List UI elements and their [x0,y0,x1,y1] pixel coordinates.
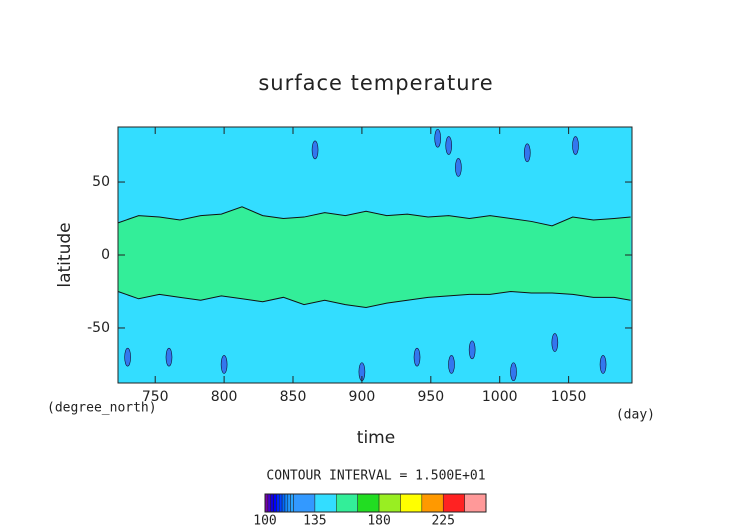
colorbar-box [270,493,274,513]
colorbar-label: 135 [303,514,326,529]
cell [124,347,131,367]
cell [165,347,173,367]
cell [434,128,441,148]
x-axis-label: time [357,428,395,448]
cell [523,143,531,163]
chart-title: surface temperature [258,71,493,95]
colorbar-box [279,493,283,513]
colorbar-box [287,493,291,513]
contour-line [117,206,631,227]
x-tick-label: 750 [142,389,169,405]
colorbar-box [314,493,337,513]
colorbar-box [400,493,423,513]
colorbar-box [442,493,465,513]
colorbar-box [284,493,289,513]
colorbar-label: 180 [367,514,390,529]
colorbar-box [273,493,277,513]
x-unit: (day) [616,408,655,423]
band-fill [118,206,631,308]
x-tick-label: 800 [211,389,238,405]
colorbar-box [267,493,271,513]
y-tick-label: -50 [87,320,110,336]
cell [572,136,579,155]
colorbar-box [281,493,286,513]
colorbar-label: 225 [431,514,454,529]
y-tick-label: 50 [92,174,110,190]
contour-line [117,290,631,309]
colorbar-box [357,493,380,513]
colorbar-box [276,493,280,513]
colorbar-box [378,493,401,513]
x-tick-label: 900 [349,389,376,405]
colorbar-box [464,493,487,513]
x-tick-label: 850 [280,389,307,405]
cell [448,355,455,374]
colorbar-frame [264,493,487,513]
y-unit: (degree_north) [47,401,157,416]
cell [311,140,319,160]
cell [413,347,421,367]
cell [455,158,462,177]
y-tick-label: 0 [101,247,110,263]
colorbar-box [336,493,358,513]
cell [599,355,607,374]
cell [551,333,559,352]
x-tick-label: 1000 [482,389,518,405]
x-tick-label: 1050 [551,389,587,405]
y-axis-label: latitude [55,222,75,287]
cell [220,355,228,374]
colorbar-box [421,493,444,513]
x-tick-label: 950 [417,389,444,405]
contour-interval: CONTOUR INTERVAL = 1.500E+01 [266,469,485,484]
colorbar-box [293,493,316,513]
colorbar-box [290,493,294,513]
cell [468,340,476,360]
cell [445,136,453,155]
colorbar-label: 100 [253,514,276,529]
cell [510,362,517,382]
